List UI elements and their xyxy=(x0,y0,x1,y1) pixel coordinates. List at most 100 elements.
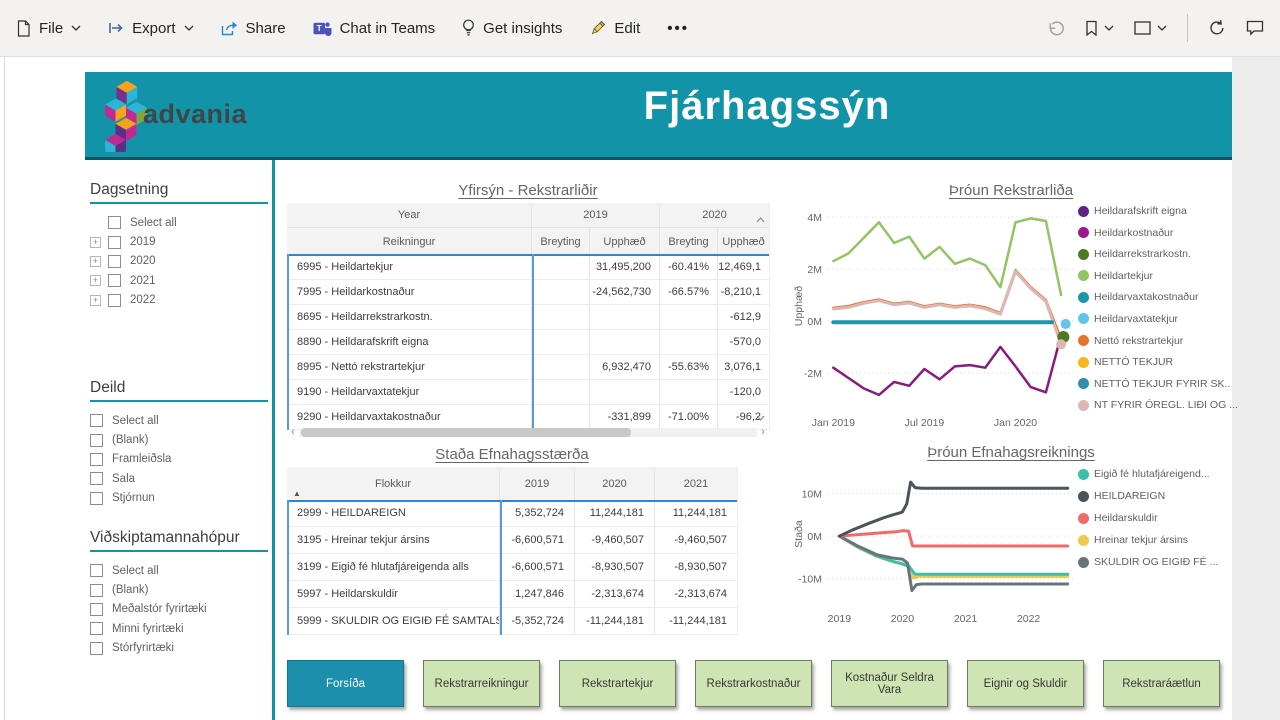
value-cell[interactable]: -612,9 xyxy=(729,311,761,323)
category-cell[interactable]: 5999 - SKULDIR OG EIGIÐ FÉ SAMTALS xyxy=(287,608,500,634)
value-cell[interactable]: -96,2 xyxy=(735,411,761,423)
filter-item-select-all[interactable]: Select all xyxy=(90,411,268,430)
balance-sheet-line-chart[interactable]: 10M 0M -10M 2019 2020 2021 2022 Staða xyxy=(792,458,1080,630)
value-cell[interactable]: 31,495,200 xyxy=(590,255,660,279)
filter-item-sala[interactable]: Sala xyxy=(90,469,268,488)
column-header-2020[interactable]: 2020 xyxy=(575,467,655,500)
legend-item-nettó-tekjur-fyrir-sk[interactable]: NETTÓ TEKJUR FYRIR SK.. xyxy=(1078,378,1238,390)
nav-button-eignir-og-skuldir[interactable]: Eignir og Skuldir xyxy=(967,660,1084,707)
nav-button-forsíða[interactable]: Forsíða xyxy=(287,660,404,707)
value-cell[interactable]: -2,313,674 xyxy=(575,581,655,607)
table-row[interactable]: 2999 - HEILDAREIGN 5,352,724 11,244,181 11,… xyxy=(287,500,737,527)
table-row[interactable]: 5999 - SKULDIR OG EIGIÐ FÉ SAMTALS -5,352… xyxy=(287,608,737,635)
value-cell[interactable]: 11,244,181 xyxy=(575,500,655,526)
value-cell[interactable] xyxy=(532,255,590,279)
value-cell[interactable] xyxy=(590,305,660,329)
export-menu[interactable]: Export xyxy=(108,20,193,37)
legend-item-heildarvaxtatekjur[interactable]: Heildarvaxtatekjur xyxy=(1078,313,1238,325)
legend-item-heildareign[interactable]: HEILDAREIGN xyxy=(1078,490,1218,502)
checkbox-select-all[interactable] xyxy=(108,216,121,230)
column-header-flokkur[interactable]: Flokkur xyxy=(287,467,500,500)
table-row[interactable]: 8890 - Heildarafskrift eigna -570,0 xyxy=(287,330,769,355)
checkbox-select-all[interactable] xyxy=(90,564,103,578)
value-cell[interactable]: -8,930,507 xyxy=(575,554,655,580)
filter-item-meðalstór-fyrirtæki[interactable]: Meðalstór fyrirtæki xyxy=(90,600,268,619)
value-cell[interactable]: -8,210,1 xyxy=(720,286,761,298)
expand-icon[interactable]: + xyxy=(90,255,101,267)
category-cell[interactable]: 2999 - HEILDAREIGN xyxy=(287,500,500,526)
year-2020-cell[interactable]: 2020 xyxy=(702,209,727,221)
comments-button[interactable] xyxy=(1246,20,1264,36)
value-cell[interactable] xyxy=(590,380,660,404)
refresh-button[interactable] xyxy=(1208,19,1226,37)
value-cell[interactable]: -8,930,507 xyxy=(674,561,727,573)
account-cell[interactable]: 7995 - Heildarkostnaður xyxy=(287,280,532,304)
value-cell[interactable]: -2,313,674 xyxy=(674,588,727,600)
nav-button-rekstrarreikningur[interactable]: Rekstrarreikningur xyxy=(423,660,540,707)
nav-button-rekstrarkostnaður[interactable]: Rekstrarkostnaður xyxy=(695,660,812,707)
value-cell[interactable] xyxy=(532,305,590,329)
value-cell[interactable]: -55.63% xyxy=(660,355,718,379)
value-cell[interactable]: 1,247,846 xyxy=(500,581,575,607)
value-cell[interactable]: 11,244,181 xyxy=(672,507,727,519)
checkbox-stórfyrirtæki[interactable] xyxy=(90,641,103,655)
more-options-button[interactable]: ••• xyxy=(667,20,689,37)
filter-item-stjórnun[interactable]: Stjórnun xyxy=(90,489,268,508)
scroll-down-chevron[interactable] xyxy=(756,415,765,421)
value-cell[interactable]: -71.00% xyxy=(660,405,718,429)
legend-item-nettó-tekjur[interactable]: NETTÓ TEKJUR xyxy=(1078,356,1238,368)
column-header-breyting[interactable]: Breyting xyxy=(532,228,590,255)
value-cell[interactable] xyxy=(660,305,718,329)
legend-item-heildartekjur[interactable]: Heildartekjur xyxy=(1078,270,1238,282)
edit-button[interactable]: Edit xyxy=(589,20,640,37)
scrollbar-thumb[interactable] xyxy=(301,427,631,437)
expand-icon[interactable]: + xyxy=(90,236,101,248)
filter-item-blank[interactable]: (Blank) xyxy=(90,430,268,449)
category-cell[interactable]: 3195 - Hreinar tekjur ársins xyxy=(287,527,500,553)
value-cell[interactable]: 3,076,1 xyxy=(724,361,761,373)
balance-sheet-table[interactable]: Flokkur 2019 2020 2021 ▲ 2999 - HEILDAREIGN 5,… xyxy=(287,467,738,635)
table-row[interactable]: 5997 - Heildarskuldir 1,247,846 -2,313,674… xyxy=(287,581,737,608)
value-cell[interactable]: -66.57% xyxy=(660,280,718,304)
legend-item-nettó-rekstrartekjur[interactable]: Nettó rekstrartekjur xyxy=(1078,335,1238,347)
filter-item-minni-fyrirtæki[interactable]: Minni fyrirtæki xyxy=(90,619,268,638)
value-cell[interactable]: -9,460,507 xyxy=(575,527,655,553)
value-cell[interactable]: -60.41% xyxy=(660,255,718,279)
checkbox-blank[interactable] xyxy=(90,433,103,447)
nav-button-rekstraráætlun[interactable]: Rekstraráætlun xyxy=(1103,660,1220,707)
checkbox-blank[interactable] xyxy=(90,583,103,597)
value-cell[interactable] xyxy=(660,380,718,404)
scrollbar-track[interactable] xyxy=(299,427,757,437)
account-cell[interactable]: 8890 - Heildarafskrift eigna xyxy=(287,330,532,354)
table-row[interactable]: 8695 - Heildarrekstrarkostn. -612,9 xyxy=(287,305,769,330)
table1-scroll-down[interactable] xyxy=(756,408,765,426)
category-cell[interactable]: 5997 - Heildarskuldir xyxy=(287,581,500,607)
value-cell[interactable] xyxy=(532,280,590,304)
legend-item-heildarrekstrarkostn[interactable]: Heildarrekstrarkostn. xyxy=(1078,248,1238,260)
filter-item-framleiðsla[interactable]: Framleiðsla xyxy=(90,450,268,469)
table-row[interactable]: 3195 - Hreinar tekjur ársins -6,600,571 -9… xyxy=(287,527,737,554)
value-cell[interactable] xyxy=(532,380,590,404)
operating-items-table[interactable]: Year 2019 2020 Reikningur Breyting Upphæð Brey… xyxy=(287,203,770,430)
column-header-reikningur[interactable]: Reikningur xyxy=(287,228,532,255)
filter-item-2019[interactable]: +2019 xyxy=(90,232,268,251)
checkbox-2022[interactable] xyxy=(108,293,121,307)
checkbox-sala[interactable] xyxy=(90,472,103,486)
filter-item-2020[interactable]: +2020 xyxy=(90,252,268,271)
column-header-upphæð[interactable]: Upphæð xyxy=(590,228,660,255)
table-row[interactable]: 7995 - Heildarkostnaður -24,562,730 -66.57… xyxy=(287,280,769,305)
value-cell[interactable]: -120,0 xyxy=(729,386,761,398)
legend-item-skuldir-og-eigið-fé[interactable]: SKULDIR OG EIGIÐ FÉ ... xyxy=(1078,556,1218,568)
legend-item-hreinar-tekjur-ársins[interactable]: Hreinar tekjur ársins xyxy=(1078,534,1218,546)
legend-item-nt-fyrir-óregl-liði-og[interactable]: NT FYRIR ÓREGL. LIÐI OG ... xyxy=(1078,399,1238,411)
expand-icon[interactable]: + xyxy=(90,294,101,306)
table-row[interactable]: 8995 - Nettó rekstrartekjur 6,932,470 -55.… xyxy=(287,355,769,380)
table-row[interactable]: 6995 - Heildartekjur 31,495,200 -60.41% 12,… xyxy=(287,255,769,280)
checkbox-minni-fyrirtæki[interactable] xyxy=(90,622,103,636)
legend-item-heildarafskrift-eigna[interactable]: Heildarafskrift eigna xyxy=(1078,205,1238,217)
checkbox-2019[interactable] xyxy=(108,235,121,249)
checkbox-select-all[interactable] xyxy=(90,414,103,428)
value-cell[interactable]: 6,932,470 xyxy=(590,355,660,379)
value-cell[interactable]: -5,352,724 xyxy=(500,608,575,634)
filter-item-select-all[interactable]: Select all xyxy=(90,213,268,232)
